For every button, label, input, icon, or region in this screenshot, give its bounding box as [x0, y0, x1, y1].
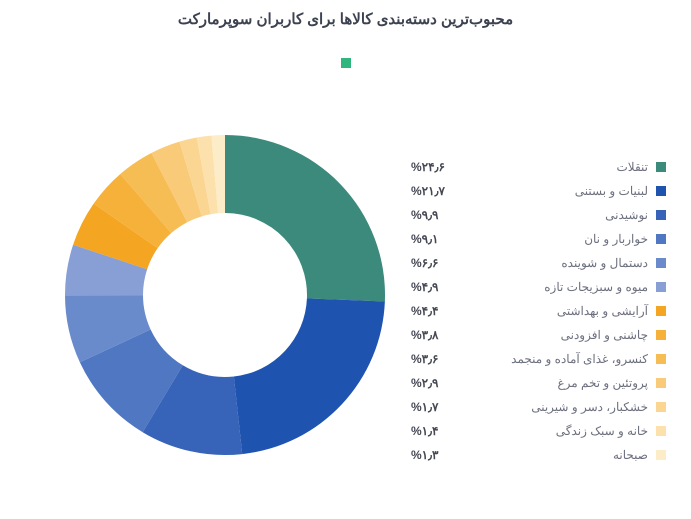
legend-label: پروتئین و تخم‌ مرغ: [557, 376, 648, 390]
swatch-icon: [656, 234, 666, 244]
legend-label: لبنیات و بستنی: [575, 184, 648, 198]
slice-0: [225, 135, 385, 302]
legend-pct: %۹٫۱: [411, 232, 438, 246]
legend-pct: %۹٫۹: [411, 208, 438, 222]
swatch-icon: [656, 450, 666, 460]
legend-label: خواربار و نان: [584, 232, 648, 246]
swatch-icon: [656, 210, 666, 220]
swatch-icon: [656, 330, 666, 340]
legend-pct: %۲۱٫۷: [411, 184, 445, 198]
swatch-icon: [656, 162, 666, 172]
donut-chart: [60, 130, 390, 460]
chart-title: محبوب‌ترین دسته‌بندی کالاها برای کاربران…: [0, 10, 691, 28]
legend-label: تنقلات: [617, 160, 649, 174]
legend-label: کنسرو، غذای آماده و منجمد: [511, 352, 648, 366]
swatch-icon: [656, 378, 666, 388]
legend-label: صبحانه: [613, 448, 648, 462]
swatch-icon: [656, 186, 666, 196]
legend-pct: %۴٫۹: [411, 280, 438, 294]
legend-label: خانه و سبک زندگی: [556, 424, 648, 438]
swatch-icon: [656, 258, 666, 268]
legend-label: چاشنی و افزودنی: [561, 328, 648, 342]
swatch-icon: [656, 354, 666, 364]
legend-label: خشکبار، دسر و شیرینی: [531, 400, 648, 414]
legend-pct: %۳٫۶: [411, 352, 438, 366]
legend-row: خواربار و نان %۹٫۱: [411, 227, 666, 251]
legend-row: خشکبار، دسر و شیرینی %۱٫۷: [411, 395, 666, 419]
legend-row: کنسرو، غذای آماده و منجمد %۳٫۶: [411, 347, 666, 371]
legend-mark-icon: [341, 58, 351, 68]
legend-row: خانه و سبک زندگی %۱٫۴: [411, 419, 666, 443]
swatch-icon: [656, 306, 666, 316]
legend-row: میوه و سبزیجات تازه %۴٫۹: [411, 275, 666, 299]
legend-pct: %۶٫۶: [411, 256, 438, 270]
legend-row: نوشیدنی %۹٫۹: [411, 203, 666, 227]
legend-pct: %۴٫۴: [411, 304, 438, 318]
legend-label: نوشیدنی: [605, 208, 648, 222]
slice-1: [234, 298, 385, 454]
legend-row: دستمال و شوینده %۶٫۶: [411, 251, 666, 275]
legend-pct: %۱٫۴: [411, 424, 438, 438]
legend-pct: %۱٫۷: [411, 400, 438, 414]
legend-label: میوه و سبزیجات تازه: [544, 280, 648, 294]
legend-row: پروتئین و تخم‌ مرغ %۲٫۹: [411, 371, 666, 395]
legend-row: چاشنی و افزودنی %۳٫۸: [411, 323, 666, 347]
legend-pct: %۲۴٫۶: [411, 160, 445, 174]
legend: تنقلات %۲۴٫۶ لبنیات و بستنی %۲۱٫۷ نوشیدنی %۹٫…: [411, 155, 666, 467]
legend-label: دستمال و شوینده: [561, 256, 648, 270]
swatch-icon: [656, 402, 666, 412]
swatch-icon: [656, 282, 666, 292]
legend-row: تنقلات %۲۴٫۶: [411, 155, 666, 179]
legend-pct: %۳٫۸: [411, 328, 438, 342]
legend-row: صبحانه %۱٫۳: [411, 443, 666, 467]
swatch-icon: [656, 426, 666, 436]
legend-pct: %۲٫۹: [411, 376, 438, 390]
legend-label: آرایشی و بهداشتی: [557, 304, 648, 318]
legend-row: لبنیات و بستنی %۲۱٫۷: [411, 179, 666, 203]
legend-pct: %۱٫۳: [411, 448, 438, 462]
legend-row: آرایشی و بهداشتی %۴٫۴: [411, 299, 666, 323]
